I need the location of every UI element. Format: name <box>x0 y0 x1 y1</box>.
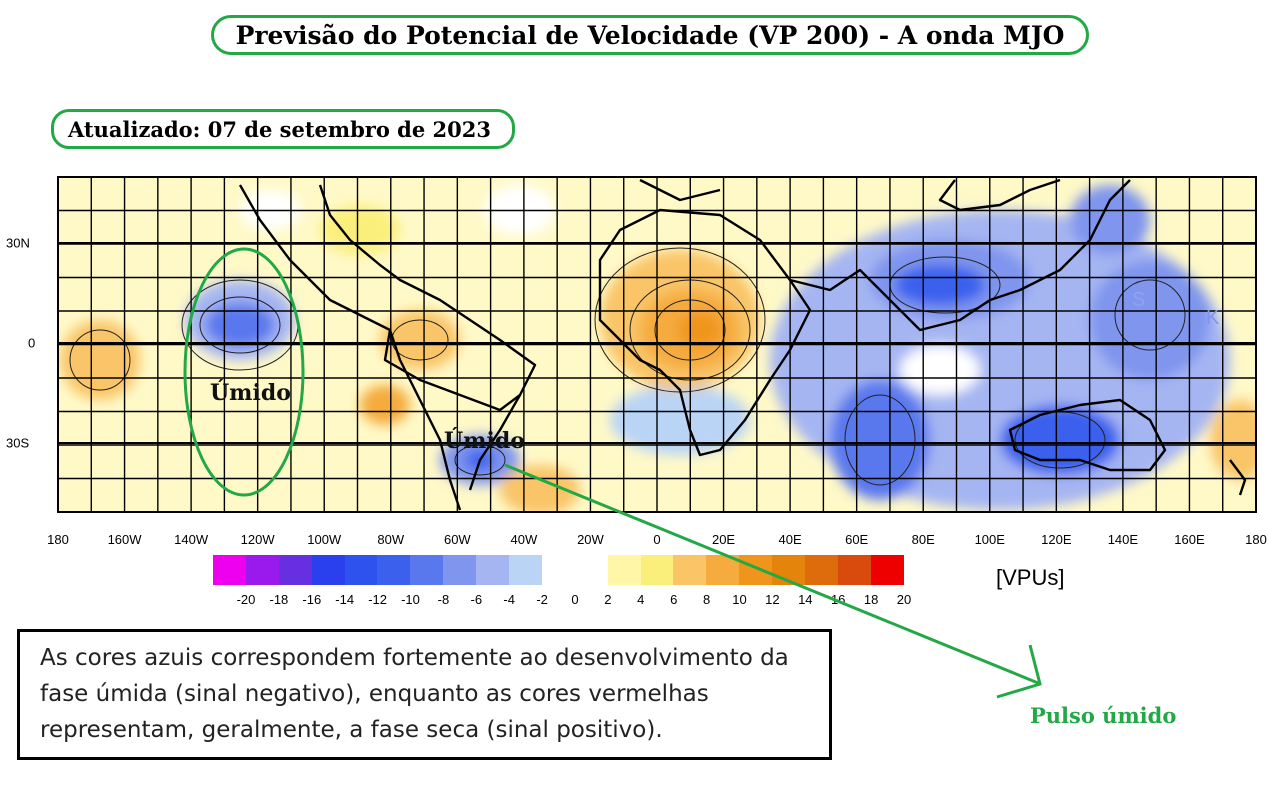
wet-label-pacific: Úmido <box>210 380 291 406</box>
pulse-label: Pulso úmido <box>1030 703 1177 728</box>
vp-field <box>58 177 1256 512</box>
colorbar-cell <box>213 555 246 585</box>
colorbar-cell <box>739 555 773 585</box>
lon-label: 140W <box>174 532 209 547</box>
lon-label: 60E <box>845 532 869 547</box>
colorbar-tick-label: 16 <box>830 592 846 607</box>
updated-date: Atualizado: 07 de setembro de 2023 <box>68 116 491 142</box>
wet-label-atlantic: Úmido <box>444 428 525 454</box>
colorbar-tick-label: 4 <box>637 592 645 607</box>
colorbar-cell <box>706 555 740 585</box>
lon-label: 160E <box>1174 532 1205 547</box>
colorbar-cell <box>443 555 477 585</box>
lon-label: 100W <box>307 532 342 547</box>
lon-label: 80E <box>911 532 935 547</box>
colorbar-tick-label: -2 <box>536 592 548 607</box>
storm-mark-k: K <box>1206 307 1220 329</box>
colorbar-cell <box>574 555 608 585</box>
lon-label: 180 <box>47 532 69 547</box>
colorbar-cell <box>377 555 411 585</box>
units-label: [VPUs] <box>996 565 1065 590</box>
colorbar-cell <box>837 555 871 585</box>
vp200-map: S K <box>57 176 1257 513</box>
colorbar-tick-label: -16 <box>302 592 322 607</box>
colorbar-cell <box>311 555 345 585</box>
colorbar-tick-label: 18 <box>863 592 879 607</box>
colorbar-tick-label: 8 <box>702 592 711 607</box>
lat-label-30n: 30N <box>6 235 30 251</box>
title-box: Previsão do Potencial de Velocidade (VP … <box>211 15 1089 55</box>
lon-label: 0 <box>653 532 661 547</box>
explanation-text: As cores azuis correspondem fortemente a… <box>40 645 789 743</box>
colorbar-cell <box>509 555 542 585</box>
colorbar-cell <box>344 555 378 585</box>
colorbar-cell <box>607 555 641 585</box>
lon-label: 120W <box>240 532 275 547</box>
lon-label: 40W <box>510 532 538 547</box>
colorbar-cell <box>245 555 279 585</box>
colorbar-cell <box>640 555 674 585</box>
colorbar-cell <box>476 555 510 585</box>
colorbar-tick-label: 0 <box>571 592 579 607</box>
colorbar-cell <box>870 555 904 585</box>
lat-label-0: 0 <box>28 335 36 351</box>
explanation-box: As cores azuis correspondem fortemente a… <box>17 629 832 760</box>
colorbar-cell <box>541 555 575 585</box>
lon-label: 180 <box>1245 532 1267 547</box>
lon-label: 60W <box>443 532 471 547</box>
colorbar-tick-label: 6 <box>670 592 678 607</box>
colorbar-tick-label: -14 <box>335 592 355 607</box>
colorbar-tick-label: -6 <box>470 592 483 607</box>
pulse-arrow-head <box>996 644 1042 699</box>
colorbar <box>213 555 904 585</box>
colorbar-tick-label: -18 <box>269 592 289 607</box>
colorbar-tick-label: 20 <box>896 592 912 607</box>
lon-label: 100E <box>974 532 1005 547</box>
colorbar-tick-label: 14 <box>798 592 813 607</box>
lon-label: 140E <box>1107 532 1139 547</box>
colorbar-tick-label: -4 <box>503 592 515 607</box>
lon-label: 40E <box>778 532 802 547</box>
colorbar-cell <box>772 555 806 585</box>
lon-label: 160W <box>107 532 142 547</box>
colorbar-tick-label: 10 <box>732 592 747 607</box>
colorbar-tick-label: -8 <box>437 592 450 607</box>
colorbar-cell <box>278 555 312 585</box>
lon-label: 20W <box>577 532 604 547</box>
page-title: Previsão do Potencial de Velocidade (VP … <box>235 20 1065 50</box>
colorbar-tick-label: -20 <box>236 592 256 607</box>
colorbar-cell <box>805 555 838 585</box>
storm-mark-s: S <box>1132 289 1145 311</box>
lat-label-30s: 30S <box>6 435 30 451</box>
colorbar-tick-label: 2 <box>604 592 612 607</box>
colorbar-tick-label: -10 <box>401 592 420 607</box>
lon-label: 20E <box>711 532 736 547</box>
lon-label: 80W <box>377 532 405 547</box>
colorbar-cell <box>410 555 444 585</box>
lon-label: 120E <box>1041 532 1072 547</box>
colorbar-tick-label: -12 <box>368 592 387 607</box>
updated-box: Atualizado: 07 de setembro de 2023 <box>51 109 515 149</box>
colorbar-tick-label: 12 <box>765 592 780 607</box>
colorbar-cell <box>673 555 707 585</box>
